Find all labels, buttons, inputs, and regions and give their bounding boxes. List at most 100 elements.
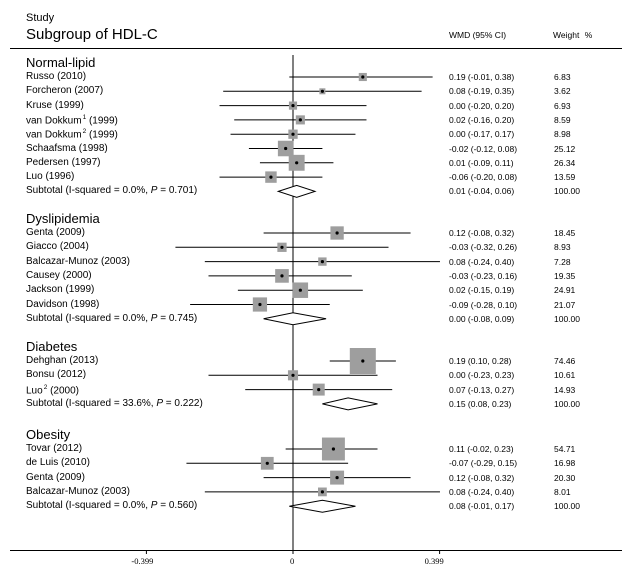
subtotal-ci-value: 0.01 (-0.04, 0.06) [449, 186, 515, 197]
study-weight-value: 21.07 [554, 299, 576, 310]
study-label: Dehghan (2013) [26, 356, 98, 366]
study-name: Russo (2010) [26, 71, 87, 82]
study-point-estimate [361, 359, 365, 363]
study-ci-value: -0.02 (-0.12, 0.08) [449, 143, 518, 154]
study-weight-value: 8.59 [554, 114, 571, 125]
subtotal-prefix: Subtotal (I-squared = 0.0%, [26, 500, 151, 512]
subtotal-weight-value: 100.00 [554, 501, 580, 512]
x-tick-label-neg: -0.399 [131, 556, 154, 566]
study-name: Kruse (1999) [26, 99, 84, 111]
group-title: Normal-lipid [26, 55, 96, 70]
study-weight-value: 6.93 [554, 100, 571, 111]
study-year: (2000) [47, 384, 79, 396]
study-ci-value: -0.07 (-0.29, 0.15) [449, 458, 518, 469]
study-ci-value: 0.08 (-0.19, 0.35) [449, 86, 515, 97]
study-label: Bonsu (2012) [26, 370, 86, 380]
study-year: (1999) [86, 129, 118, 141]
group-title: Obesity [26, 427, 71, 442]
study-label: Forcheron (2007) [26, 86, 103, 96]
study-label: Balcazar-Munoz (2003) [26, 256, 130, 267]
study-name: Schaafsma (1998) [26, 142, 108, 154]
subtotal-prefix: Subtotal (I-squared = 0.0%, [26, 185, 151, 197]
study-name: Bonsu (2012) [26, 369, 87, 381]
study-label: Russo (2010) [26, 72, 86, 82]
study-label: Giacco (2004) [26, 242, 89, 252]
study-weight-value: 24.91 [554, 285, 576, 296]
percent-label: % [584, 30, 593, 40]
subtotal-ci-value: 0.15 (0.08, 0.23) [449, 398, 512, 409]
study-point-estimate [295, 161, 299, 165]
subtotal-diamond [322, 397, 378, 411]
axis-rule-bottom [10, 550, 622, 551]
study-weight-value: 14.93 [554, 384, 576, 395]
subtotal-label: Subtotal (I-squared = 0.0%, P = 0.745) [26, 312, 198, 324]
study-name: Luo [26, 384, 43, 396]
study-ci-value: 0.12 (-0.08, 0.32) [449, 228, 515, 238]
study-ci-value: 0.08 (-0.24, 0.40) [449, 486, 515, 497]
study-label: Genta (2009) [26, 228, 85, 238]
study-point-estimate [269, 175, 273, 179]
subtotal-weight-value: 100.00 [554, 186, 580, 197]
study-point-estimate [361, 75, 365, 79]
subtotal-p-letter: P [150, 312, 158, 324]
study-weight-value: 13.59 [554, 172, 576, 183]
study-name: Forcheron (2007) [26, 85, 104, 97]
study-ci-value: 0.08 (-0.24, 0.40) [449, 256, 515, 267]
study-ci-value: 0.07 (-0.13, 0.27) [449, 384, 515, 395]
subtotal-diamond [263, 312, 327, 326]
subtotal-suffix: = 0.560) [157, 500, 198, 512]
study-weight-value: 18.45 [554, 228, 576, 238]
study-ci-value: -0.03 (-0.32, 0.26) [449, 242, 518, 253]
study-point-estimate [280, 274, 284, 278]
study-label: Balcazar-Munoz (2003) [26, 486, 130, 497]
subtotal-p-letter: P [150, 500, 158, 512]
study-ci-value: 0.00 (-0.20, 0.20) [449, 100, 515, 111]
study-ci-value: 0.00 (-0.23, 0.23) [449, 370, 515, 381]
subtotal-label: Subtotal (I-squared = 0.0%, P = 0.560) [26, 501, 197, 511]
study-weight-value: 19.35 [554, 270, 576, 281]
study-point-estimate [258, 302, 262, 307]
study-point-estimate [320, 260, 324, 264]
subtotal-ci-value: 0.08 (-0.01, 0.17) [449, 501, 515, 512]
subtotal-suffix: = 0.745) [157, 312, 198, 324]
study-weight-value: 8.98 [554, 129, 571, 140]
header-rule-top [10, 48, 622, 49]
study-point-estimate [331, 447, 336, 451]
study-ci-value: 0.02 (-0.15, 0.19) [449, 285, 515, 296]
study-ci-value: -0.06 (-0.20, 0.08) [449, 172, 518, 183]
chart-title: Subgroup of HDL-C [26, 26, 158, 43]
study-label: Davidson (1998) [26, 299, 99, 310]
weight-label: Weight [553, 30, 580, 40]
study-ci-value: 0.00 (-0.17, 0.17) [449, 129, 515, 140]
study-ci-value: 0.02 (-0.16, 0.20) [449, 114, 515, 125]
study-point-estimate [291, 132, 295, 136]
study-weight-value: 8.93 [554, 242, 571, 253]
study-label: Luo (1996) [26, 172, 74, 182]
study-name: Tovar (2012) [26, 443, 83, 454]
study-name: Genta (2009) [26, 227, 85, 238]
study-weight-value: 26.34 [554, 157, 576, 168]
subtotal-ci-value: 0.00 (-0.08, 0.09) [449, 313, 515, 324]
study-point-estimate [320, 490, 324, 494]
x-tick-label-zero: 0 [290, 556, 295, 566]
study-name: Genta (2009) [26, 471, 85, 483]
study-point-estimate [335, 231, 339, 235]
subtotal-diamond [289, 499, 356, 513]
study-weight-value: 3.62 [554, 86, 571, 97]
study-label: van Dokkum2 (1999) [26, 128, 118, 141]
subtotal-suffix: = 0.222) [163, 397, 203, 409]
study-year: (1999) [86, 115, 118, 127]
study-weight-value: 7.28 [554, 256, 571, 267]
study-point-estimate [280, 245, 284, 249]
study-name: Dehghan (2013) [26, 355, 99, 366]
study-name: de Luis (2010) [26, 457, 90, 469]
subtotal-prefix: Subtotal (I-squared = 33.6%, [26, 397, 157, 409]
study-superscript: 2 [43, 383, 48, 391]
group-title: Dyslipidemia [26, 211, 100, 226]
study-point-estimate [335, 476, 339, 480]
subtotal-p-letter: P [150, 185, 158, 197]
study-name: Causey (2000) [26, 269, 92, 281]
subtotal-prefix: Subtotal (I-squared = 0.0%, [26, 312, 151, 324]
study-superscript: 1 [82, 113, 87, 121]
